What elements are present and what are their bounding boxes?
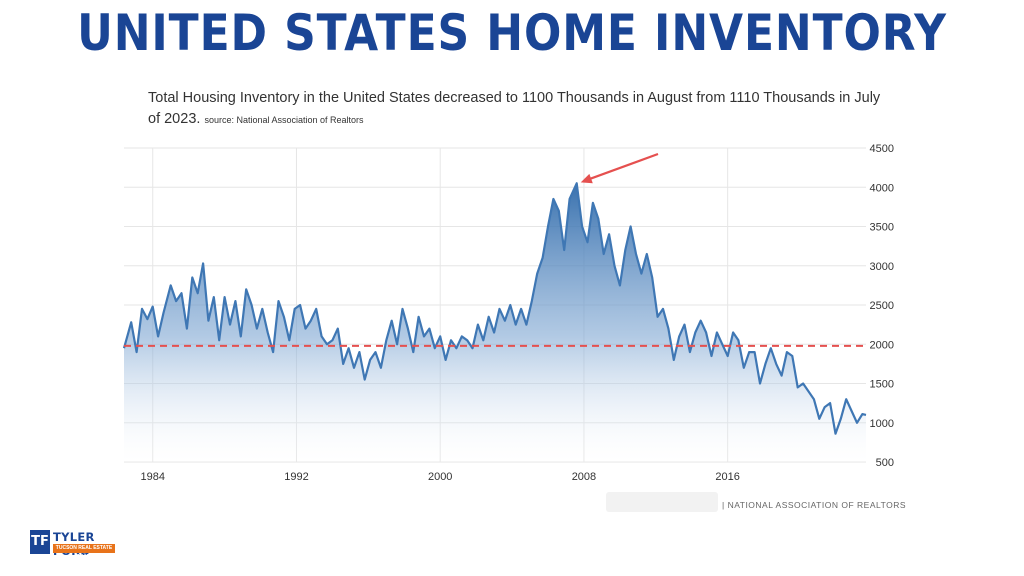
peak-arrow-head [580,173,593,184]
y-tick-label: 3500 [870,222,894,234]
series-line [122,182,867,435]
x-tick-label: 2008 [572,471,596,483]
logo-tagline: TUCSON REAL ESTATE TEAM [53,544,115,560]
description-text: Total Housing Inventory in the United St… [148,90,881,127]
peak-arrow [588,152,659,181]
page-title: UNITED STATES HOME INVENTORY [77,4,947,62]
y-tick-label: 2000 [870,339,894,351]
description-source: source: National Association of Realtors [204,115,364,125]
x-tick-label: 1984 [141,471,165,483]
series-area [124,183,866,463]
footer-source: | NATIONAL ASSOCIATION OF REALTORS [722,500,907,510]
blurred-source-area [606,492,718,512]
logo-mark: TF [30,530,50,554]
y-tick-label: 4000 [870,182,894,194]
x-axis-ticks: 1984 1992 2000 2008 2016 [141,471,740,483]
x-tick-label: 2000 [428,471,452,483]
y-tick-label: 500 [876,457,894,469]
x-tick-label: 1992 [284,471,308,483]
y-tick-label: 1000 [870,418,894,430]
tyler-ford-logo: TF TYLER FORD TUCSON REAL ESTATE TEAM [30,530,126,560]
y-tick-label: 4500 [870,143,894,155]
y-axis-ticks: 500 1000 1500 2000 2500 3000 3500 4000 4500 [870,143,894,469]
chart-description: Total Housing Inventory in the United St… [148,88,888,131]
y-tick-label: 3000 [870,261,894,273]
y-tick-label: 1500 [870,379,894,391]
y-tick-label: 2500 [870,300,894,312]
x-tick-label: 2016 [715,471,739,483]
